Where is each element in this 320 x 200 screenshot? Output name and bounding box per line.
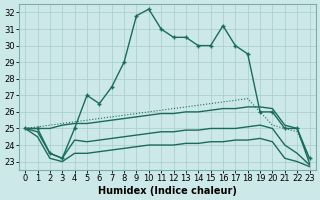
X-axis label: Humidex (Indice chaleur): Humidex (Indice chaleur): [98, 186, 237, 196]
